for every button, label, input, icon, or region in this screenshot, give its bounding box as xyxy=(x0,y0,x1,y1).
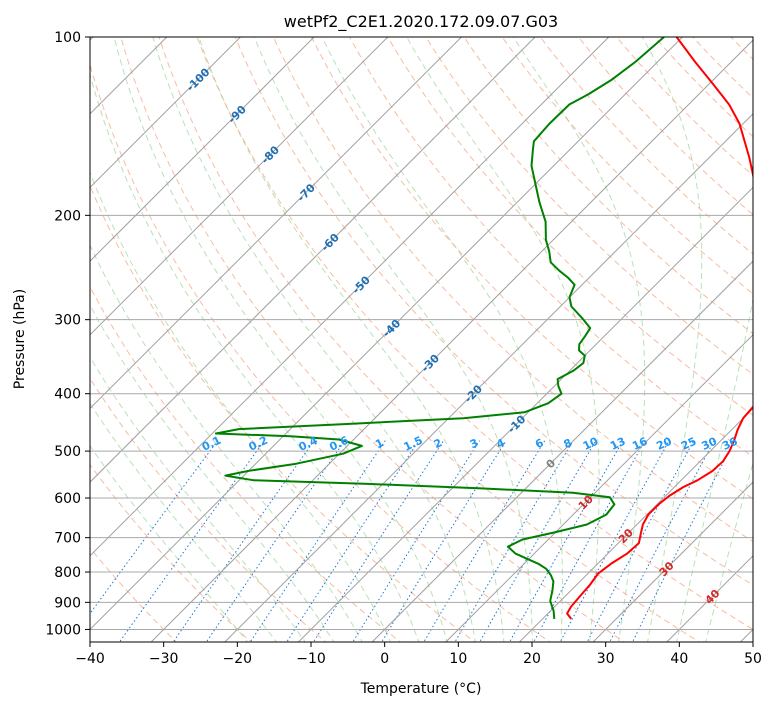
mixing-ratio-line xyxy=(586,440,695,642)
moist-adiabat-line xyxy=(90,171,392,642)
mixing-ratio-label: 36 xyxy=(720,435,740,453)
mixing-ratio-line xyxy=(312,440,445,642)
x-tick-label: −30 xyxy=(149,651,179,667)
x-tick-label: −10 xyxy=(296,651,326,667)
dry-adiabat-line xyxy=(90,285,402,642)
y-tick-label: 800 xyxy=(54,565,81,581)
y-tick-label: 400 xyxy=(54,387,81,403)
mixing-ratio-line xyxy=(533,440,646,642)
mixing-ratio-line xyxy=(509,440,624,642)
plot-frame xyxy=(89,36,754,643)
isotherm-line xyxy=(592,481,753,642)
isotherm-line xyxy=(297,186,753,642)
isotherm-line xyxy=(90,37,242,189)
mixing-ratio-label: 10 xyxy=(581,435,601,453)
y-axis: 100 200 300 400 500 600 700 800 900 1000 xyxy=(45,30,90,638)
mixing-ratio-line xyxy=(609,440,715,642)
mixing-ratio-label: 25 xyxy=(679,435,698,453)
x-tick-label: 10 xyxy=(449,651,467,667)
isotherm-line xyxy=(518,407,753,642)
x-tick-label: 0 xyxy=(380,651,389,667)
x-tick-label: 50 xyxy=(744,651,762,667)
isotherm-line xyxy=(90,37,536,483)
y-tick-label: 300 xyxy=(54,313,81,329)
dry-adiabat-line xyxy=(90,184,476,642)
x-axis-title: Temperature (°C) xyxy=(360,681,482,697)
temperature-line xyxy=(566,37,753,620)
mixing-ratio-line xyxy=(249,440,386,642)
y-tick-label: 700 xyxy=(54,531,81,547)
isotherm-line xyxy=(445,334,753,642)
mixing-ratio-line xyxy=(423,440,546,642)
mixing-ratio-line xyxy=(559,440,670,642)
moist-adiabat-line xyxy=(90,244,363,642)
chart-title: wetPf2_C2E1.2020.172.09.07.G03 xyxy=(284,12,558,32)
x-tick-label: 30 xyxy=(597,651,615,667)
x-tick-label: −20 xyxy=(223,651,253,667)
isotherm-line xyxy=(90,37,610,557)
pressure-gridlines xyxy=(90,37,753,630)
x-tick-label: 40 xyxy=(670,651,688,667)
y-axis-title: Pressure (hPa) xyxy=(12,289,28,389)
plot-area: 0.1 0.2 0.4 0.6 1 1.5 2 3 4 6 8 10 13 16 20 25 30 36-100-… xyxy=(90,37,753,642)
dewpoint-line xyxy=(214,37,665,619)
isotherms xyxy=(90,37,753,642)
mixing-ratio-label: 30 xyxy=(700,435,720,453)
x-tick-label: 20 xyxy=(523,651,541,667)
mixing-ratio-line xyxy=(286,440,420,642)
y-tick-label: 500 xyxy=(54,444,81,460)
mixing-ratio-line xyxy=(479,440,597,642)
y-tick-label: 1000 xyxy=(45,622,81,638)
mixing-ratio-line xyxy=(118,440,265,642)
mixing-ratio-label: 16 xyxy=(630,435,650,453)
y-tick-label: 900 xyxy=(54,595,81,611)
profile-series xyxy=(214,37,753,620)
isotherm-line xyxy=(90,37,684,631)
mixing-ratio-label: 20 xyxy=(654,435,674,453)
isotherm-line xyxy=(90,37,315,262)
y-tick-label: 200 xyxy=(54,208,81,224)
mixing-ratio-label: 13 xyxy=(608,435,627,453)
x-tick-label: −40 xyxy=(75,651,105,667)
isotherm-line xyxy=(90,37,463,410)
y-tick-label: 100 xyxy=(54,30,81,46)
dry-adiabat-line xyxy=(463,37,753,335)
isotherm-line xyxy=(90,37,389,336)
isotherm-line xyxy=(150,39,753,642)
dry-adiabat-line xyxy=(501,37,753,295)
y-tick-label: 600 xyxy=(54,491,81,507)
mixing-ratio-line xyxy=(172,440,315,642)
x-axis: −40 −30 −20 −10 0 10 20 30 40 50 xyxy=(75,642,762,667)
isotherm-line xyxy=(371,260,753,642)
